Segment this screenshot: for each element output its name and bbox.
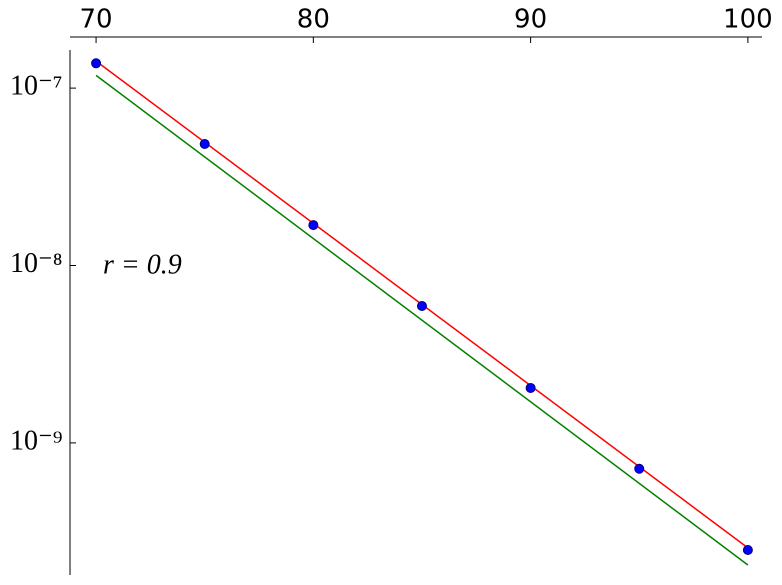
y-tick-label: 10⁻⁹ — [10, 425, 63, 456]
y-tick-label: 10⁻⁷ — [10, 71, 63, 102]
x-tick-label: 100 — [723, 5, 773, 35]
annotation: r = 0.9 — [103, 249, 182, 280]
point — [199, 139, 210, 150]
y-tick-label: 10⁻⁸ — [10, 248, 63, 279]
point — [308, 220, 319, 231]
point — [742, 545, 753, 556]
point — [416, 301, 427, 312]
point — [634, 463, 645, 474]
x-tick-label: 90 — [514, 5, 547, 35]
x-tick-label: 80 — [297, 5, 330, 35]
fit-line — [95, 74, 749, 566]
point — [525, 382, 536, 393]
point — [91, 58, 102, 69]
x-tick-label: 70 — [80, 5, 113, 35]
